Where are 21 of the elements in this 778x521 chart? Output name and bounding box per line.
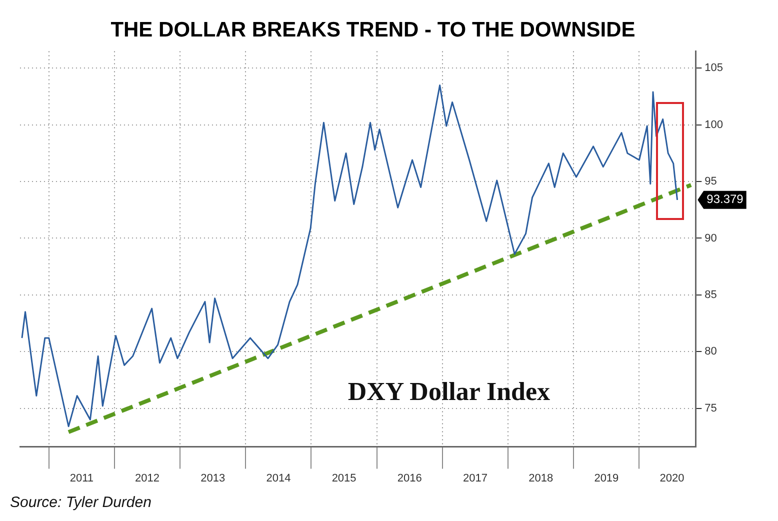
x-tick-label: 2013	[200, 472, 226, 484]
y-tick-label: 75	[704, 402, 717, 414]
x-tick-label: 2011	[70, 472, 94, 484]
x-tick-label: 2018	[528, 472, 554, 484]
y-tick-label: 100	[704, 118, 724, 131]
x-tick-label: 2016	[397, 472, 422, 484]
x-tick-label: 2014	[266, 472, 291, 484]
x-tick-label: 2020	[660, 472, 684, 484]
y-tick-label: 90	[704, 232, 717, 244]
y-tick-label: 105	[704, 62, 724, 74]
x-tick-label: 2017	[463, 472, 488, 484]
y-tick-label: 80	[704, 346, 717, 358]
chart-title: THE DOLLAR BREAKS TREND - TO THE DOWNSIDE	[110, 18, 636, 42]
annotation: 93.379	[706, 192, 744, 206]
y-tick-label: 95	[704, 176, 717, 188]
x-tick-label: 2019	[594, 472, 619, 484]
annotation: DXY Dollar Index	[348, 376, 550, 407]
x-tick-label: 2015	[332, 472, 356, 484]
y-tick-label: 85	[704, 288, 717, 301]
source-note: Source: Tyler Durden	[10, 494, 152, 511]
x-tick-label: 2012	[135, 472, 160, 484]
